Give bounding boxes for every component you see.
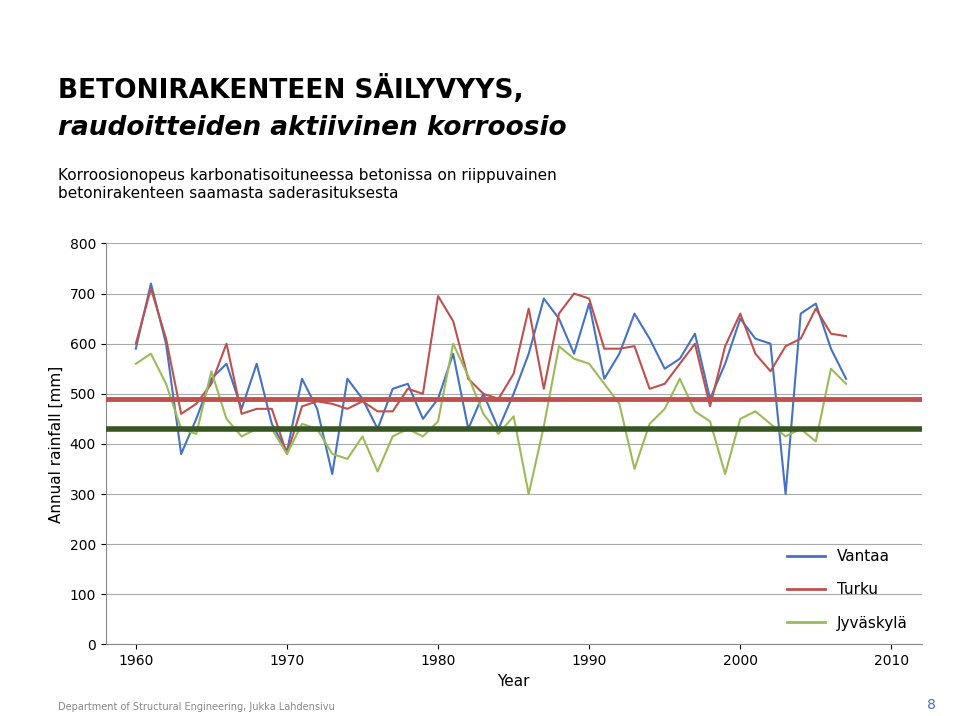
Text: BETONIRAKENTEEN SÄILYVYYS,: BETONIRAKENTEEN SÄILYVYYS, [58,75,523,105]
Text: Korroosionopeus karbonatisoituneessa betonissa on riippuvainen
betonirakenteen s: Korroosionopeus karbonatisoituneessa bet… [58,168,557,200]
X-axis label: Year: Year [497,674,530,689]
Text: 8: 8 [927,698,936,712]
Y-axis label: Annual rainfall [mm]: Annual rainfall [mm] [49,365,64,523]
Text: Department of Structural Engineering, Jukka Lahdensivu: Department of Structural Engineering, Ju… [58,702,334,712]
Legend: Vantaa, Turku, Jyväskylä: Vantaa, Turku, Jyväskylä [780,543,914,637]
Text: raudoitteiden aktiivinen korroosio: raudoitteiden aktiivinen korroosio [58,115,566,140]
